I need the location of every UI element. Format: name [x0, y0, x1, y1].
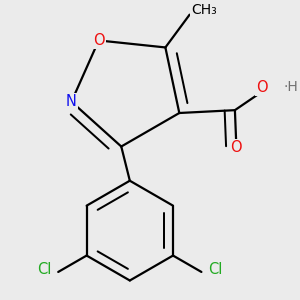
Text: Cl: Cl [38, 262, 52, 277]
Text: O: O [256, 80, 268, 95]
Text: ·H: ·H [284, 80, 298, 94]
Text: Cl: Cl [208, 262, 222, 277]
Text: O: O [230, 140, 242, 155]
Text: CH₃: CH₃ [191, 3, 217, 17]
Text: O: O [93, 33, 104, 48]
Text: N: N [66, 94, 77, 109]
